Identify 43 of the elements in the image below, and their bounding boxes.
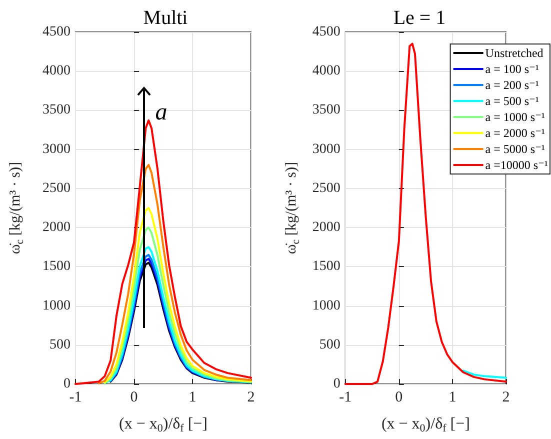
x-tick-label: 1 (448, 390, 456, 406)
y-axis-title: ω̇c [kg/(m³ · s)] (284, 162, 302, 254)
y-tick-label: 3000 (312, 142, 340, 157)
y-tick-label: 500 (319, 337, 340, 352)
legend-label: a = 500 s⁻¹ (485, 94, 540, 108)
x-tick-label: 0 (395, 390, 403, 406)
y-tick-label: 3500 (312, 102, 340, 118)
x-tick-label: -1 (339, 390, 352, 406)
y-axis-title: ω̇c [kg/(m³ · s)] (8, 162, 26, 254)
y-tick-label: 2500 (42, 180, 70, 196)
y-tick-label: 0 (64, 376, 70, 392)
y-tick-label: 4500 (312, 24, 340, 40)
y-tick-label: 2000 (42, 220, 70, 236)
y-tick-label: 2500 (312, 180, 340, 196)
y-tick-label: 4000 (42, 64, 70, 79)
legend-label: a = 2000 s⁻¹ (485, 126, 546, 140)
annotation: a (155, 99, 168, 126)
y-tick-label: 1000 (312, 298, 340, 314)
x-tick-label: 2 (247, 390, 255, 406)
x-tick-label: 2 (502, 390, 510, 406)
line-series (98, 164, 252, 384)
legend-label: a = 1000 s⁻¹ (485, 110, 546, 124)
chart-title: Multi (143, 7, 188, 29)
y-tick-label: 0 (333, 376, 340, 392)
y-tick-label: 1000 (42, 298, 70, 314)
y-tick-label: 4500 (42, 24, 70, 40)
y-tick-label: 500 (50, 337, 70, 352)
legend-label: a = 5000 s⁻¹ (485, 142, 546, 156)
legend-label: a = 100 s⁻¹ (485, 62, 540, 76)
line-series (462, 370, 507, 379)
chart-title: Le = 1 (393, 7, 446, 29)
y-tick-label: 4000 (312, 64, 340, 79)
x-tick-label: -1 (69, 390, 82, 406)
y-tick-label: 1500 (312, 259, 340, 274)
legend-label: Unstretched (485, 46, 544, 60)
y-tick-label: 3500 (42, 102, 70, 118)
x-tick-label: 1 (188, 390, 196, 406)
y-tick-label: 1500 (42, 259, 70, 274)
legend-label: a =10000 s⁻¹ (485, 158, 548, 172)
x-tick-label: 0 (130, 390, 138, 406)
y-tick-label: 3000 (42, 142, 70, 157)
legend-label: a = 200 s⁻¹ (485, 78, 540, 92)
y-tick-label: 2000 (312, 220, 340, 236)
